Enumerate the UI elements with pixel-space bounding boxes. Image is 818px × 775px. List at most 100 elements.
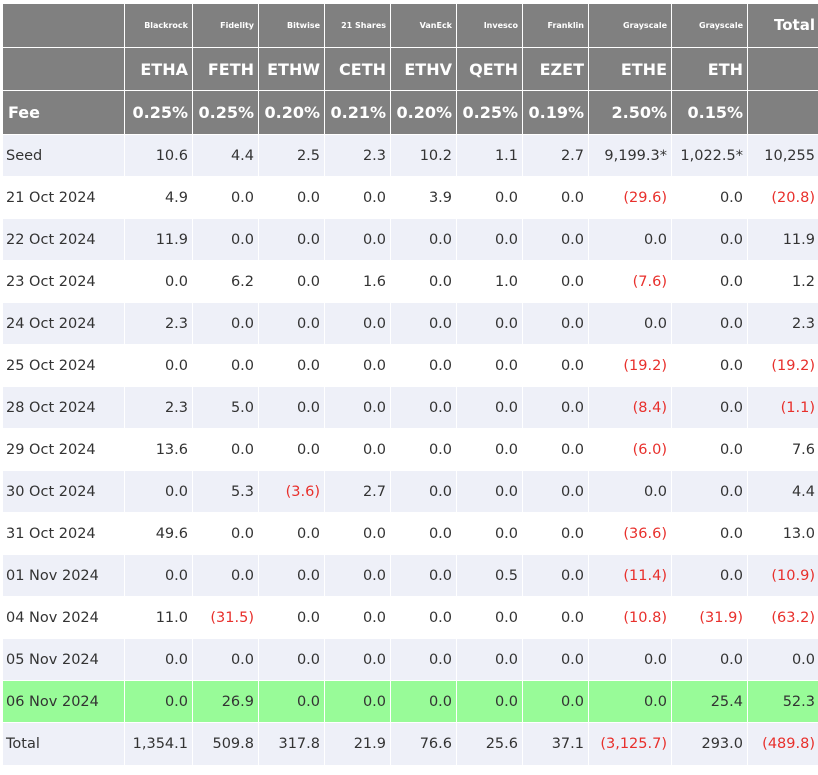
flow-cell: 0.0 xyxy=(523,219,589,261)
flow-cell: 293.0 xyxy=(672,723,748,766)
flow-cell: 0.0 xyxy=(325,513,391,555)
row-label: 04 Nov 2024 xyxy=(3,597,125,639)
row-total-cell: 13.0 xyxy=(748,513,818,555)
row-total-cell: 2.3 xyxy=(748,303,818,345)
flow-cell: 0.0 xyxy=(523,513,589,555)
flow-cell: 0.0 xyxy=(523,303,589,345)
flow-cell: 0.0 xyxy=(589,219,672,261)
ticker-header: QETH xyxy=(457,48,523,91)
row-total-cell: 10,255 xyxy=(748,135,818,177)
flow-cell: 13.6 xyxy=(125,429,193,471)
flow-cell: 0.0 xyxy=(391,471,457,513)
flow-cell: (29.6) xyxy=(589,177,672,219)
fee-value: 0.15% xyxy=(672,91,748,135)
fee-row: Fee 0.25% 0.25% 0.20% 0.21% 0.20% 0.25% … xyxy=(3,91,818,135)
flow-cell: 0.0 xyxy=(125,681,193,723)
flow-cell: (31.5) xyxy=(193,597,259,639)
row-total-cell: 52.3 xyxy=(748,681,818,723)
flow-cell: 2.3 xyxy=(125,303,193,345)
row-total-cell: (10.9) xyxy=(748,555,818,597)
fee-total-blank xyxy=(748,91,818,135)
flow-cell: 2.7 xyxy=(523,135,589,177)
issuer-header: Bitwise xyxy=(259,4,325,48)
flow-cell: (8.4) xyxy=(589,387,672,429)
flow-cell: 0.0 xyxy=(457,639,523,681)
flow-cell: 25.4 xyxy=(672,681,748,723)
total-blank-cell xyxy=(748,48,818,91)
flow-cell: 11.9 xyxy=(125,219,193,261)
flow-cell: 0.0 xyxy=(125,555,193,597)
flow-cell: 0.0 xyxy=(457,513,523,555)
flow-cell: 49.6 xyxy=(125,513,193,555)
ticker-row: ETHA FETH ETHW CETH ETHV QETH EZET ETHE … xyxy=(3,48,818,91)
flow-cell: 0.0 xyxy=(391,219,457,261)
row-total-cell: 4.4 xyxy=(748,471,818,513)
flow-cell: (36.6) xyxy=(589,513,672,555)
table-row: 24 Oct 2024 2.3 0.0 0.0 0.0 0.0 0.0 0.0 0.0 0.0 2.… xyxy=(3,303,818,345)
ticker-header: FETH xyxy=(193,48,259,91)
flow-cell: 0.0 xyxy=(193,177,259,219)
flow-cell: 0.0 xyxy=(259,177,325,219)
row-total-cell: (63.2) xyxy=(748,597,818,639)
flow-cell: 0.0 xyxy=(523,597,589,639)
flow-cell: 0.0 xyxy=(672,177,748,219)
flow-cell: 0.0 xyxy=(589,471,672,513)
fee-value: 0.21% xyxy=(325,91,391,135)
ticker-header: CETH xyxy=(325,48,391,91)
flow-cell: 0.0 xyxy=(259,639,325,681)
flow-cell: 0.0 xyxy=(193,513,259,555)
row-label: 21 Oct 2024 xyxy=(3,177,125,219)
flow-cell: 0.0 xyxy=(523,639,589,681)
flow-cell: 0.0 xyxy=(325,219,391,261)
flow-cell: 0.0 xyxy=(589,303,672,345)
flow-cell: 21.9 xyxy=(325,723,391,766)
flow-cell: 0.0 xyxy=(325,555,391,597)
issuer-header: Franklin xyxy=(523,4,589,48)
issuer-row: Blackrock Fidelity Bitwise 21 Shares Van… xyxy=(3,4,818,48)
table-row: 25 Oct 2024 0.0 0.0 0.0 0.0 0.0 0.0 0.0 (19.2) 0.… xyxy=(3,345,818,387)
flow-cell: 0.0 xyxy=(259,429,325,471)
flow-cell: 0.0 xyxy=(523,471,589,513)
flow-cell: 0.0 xyxy=(259,219,325,261)
flow-cell: 0.0 xyxy=(391,429,457,471)
flow-cell: (3,125.7) xyxy=(589,723,672,766)
flow-cell: 5.0 xyxy=(193,387,259,429)
flow-cell: 0.0 xyxy=(457,429,523,471)
flow-cell: 0.0 xyxy=(672,429,748,471)
flow-cell: 0.0 xyxy=(523,177,589,219)
flow-cell: 0.0 xyxy=(457,471,523,513)
table-body: Seed 10.6 4.4 2.5 2.3 10.2 1.1 2.7 9,199.3* 1,022… xyxy=(3,135,818,766)
flow-cell: 76.6 xyxy=(391,723,457,766)
ticker-header: EZET xyxy=(523,48,589,91)
fee-value: 2.50% xyxy=(589,91,672,135)
flow-cell: 0.0 xyxy=(457,177,523,219)
table-row: 06 Nov 2024 0.0 26.9 0.0 0.0 0.0 0.0 0.0 0.0 25.4… xyxy=(3,681,818,723)
flow-cell: 0.0 xyxy=(325,345,391,387)
table-row: 31 Oct 2024 49.6 0.0 0.0 0.0 0.0 0.0 0.0 (36.6) 0… xyxy=(3,513,818,555)
flow-cell: 0.0 xyxy=(193,345,259,387)
table-row: 22 Oct 2024 11.9 0.0 0.0 0.0 0.0 0.0 0.0 0.0 0.0 1… xyxy=(3,219,818,261)
flow-cell: 26.9 xyxy=(193,681,259,723)
flow-cell: 0.0 xyxy=(391,303,457,345)
flow-cell: 0.0 xyxy=(193,555,259,597)
row-label: 23 Oct 2024 xyxy=(3,261,125,303)
flow-cell: 0.0 xyxy=(259,345,325,387)
flow-cell: 0.0 xyxy=(457,219,523,261)
flow-cell: (31.9) xyxy=(672,597,748,639)
flow-cell: 1,022.5* xyxy=(672,135,748,177)
flow-cell: 509.8 xyxy=(193,723,259,766)
ticker-header: ETHA xyxy=(125,48,193,91)
row-label: 05 Nov 2024 xyxy=(3,639,125,681)
flow-cell: 37.1 xyxy=(523,723,589,766)
flow-cell: 0.0 xyxy=(193,219,259,261)
row-label: 31 Oct 2024 xyxy=(3,513,125,555)
flow-cell: 0.0 xyxy=(391,513,457,555)
flow-cell: (19.2) xyxy=(589,345,672,387)
flow-cell: 0.0 xyxy=(457,597,523,639)
ticker-header: ETHE xyxy=(589,48,672,91)
fee-value: 0.25% xyxy=(193,91,259,135)
flow-cell: 0.0 xyxy=(523,345,589,387)
fee-value: 0.25% xyxy=(125,91,193,135)
row-total-cell: 0.0 xyxy=(748,639,818,681)
flow-cell: 1.1 xyxy=(457,135,523,177)
